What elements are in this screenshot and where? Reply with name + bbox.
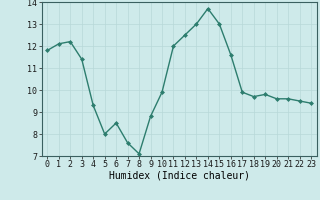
- X-axis label: Humidex (Indice chaleur): Humidex (Indice chaleur): [109, 171, 250, 181]
